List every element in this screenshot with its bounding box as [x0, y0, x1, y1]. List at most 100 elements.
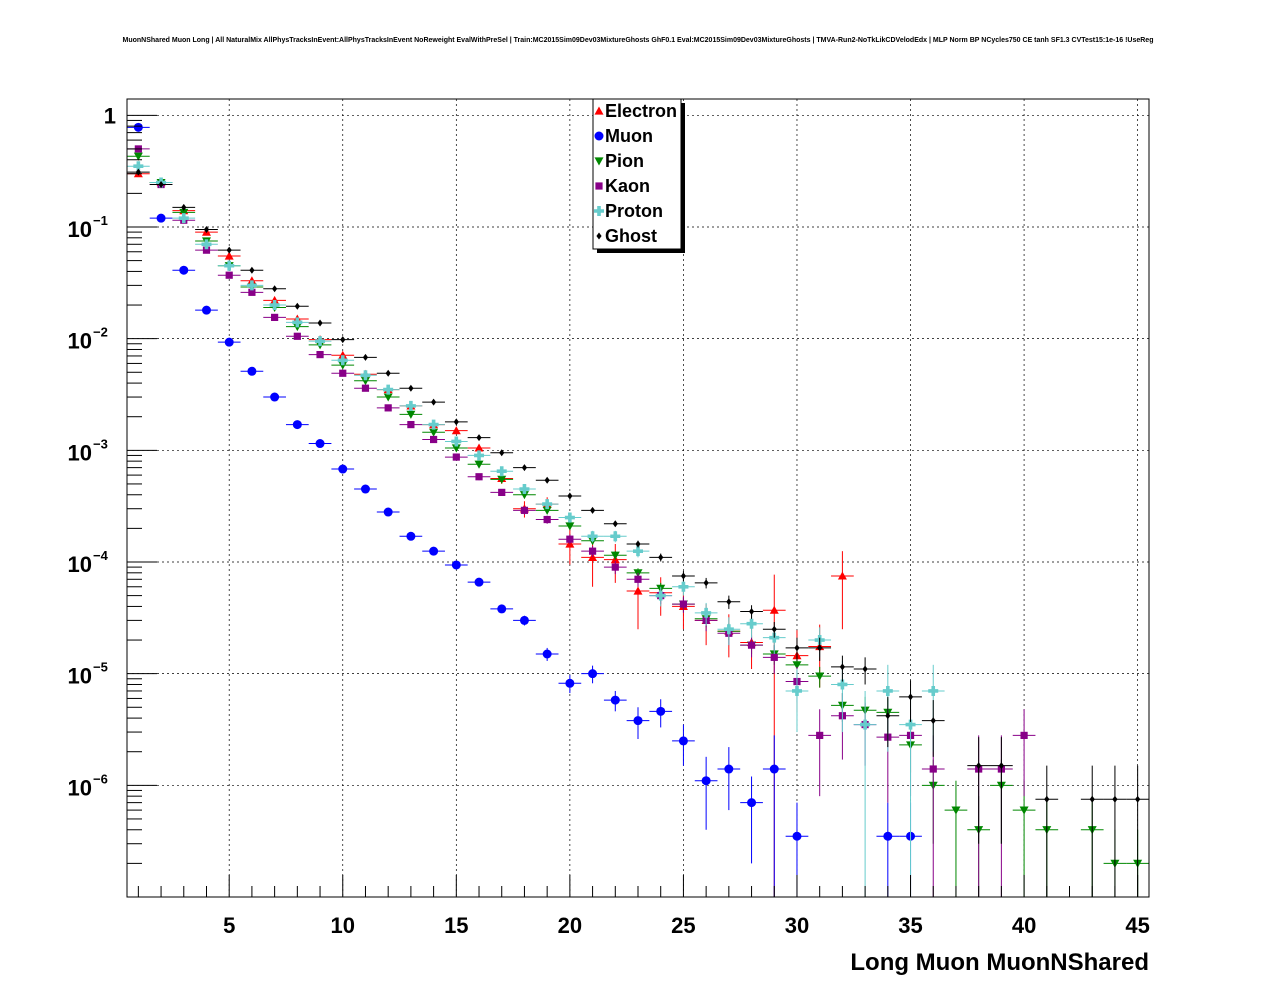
data-point: [133, 161, 144, 172]
x-axis-title: Long Muon MuonNShared: [850, 949, 1149, 976]
y-tick-label: 1: [104, 103, 116, 128]
data-point: [225, 271, 233, 279]
series-muon: [127, 122, 922, 897]
data-point: [815, 672, 825, 681]
data-point: [1135, 795, 1141, 803]
legend-label: Pion: [605, 151, 644, 171]
data-point: [655, 590, 666, 601]
x-tick-label: 15: [444, 913, 468, 938]
data-point: [497, 604, 507, 614]
data-point: [158, 181, 164, 189]
data-point: [474, 577, 484, 587]
data-point: [360, 484, 370, 494]
legend-marker: [594, 131, 604, 141]
data-point: [315, 336, 326, 347]
data-point: [748, 608, 755, 616]
data-point: [249, 266, 255, 274]
data-point: [248, 288, 256, 296]
data-point: [701, 607, 712, 618]
data-point: [519, 484, 530, 495]
data-point: [451, 560, 461, 570]
data-point: [179, 208, 189, 217]
y-tick-label-base: 10: [68, 775, 92, 800]
data-point: [724, 764, 734, 774]
data-point: [133, 122, 143, 132]
data-point: [201, 305, 211, 315]
data-point: [428, 419, 439, 430]
data-point: [202, 246, 211, 254]
data-point: [292, 317, 303, 328]
data-point: [431, 398, 437, 406]
legend-label: Ghost: [605, 226, 657, 246]
data-point: [769, 764, 779, 774]
data-point: [837, 571, 847, 580]
data-point: [794, 644, 800, 652]
data-point: [905, 719, 916, 730]
data-point: [181, 203, 187, 211]
legend-marker: [596, 232, 602, 240]
data-point: [293, 332, 301, 340]
data-point: [1089, 795, 1095, 803]
data-point: [451, 444, 461, 453]
data-point: [951, 806, 961, 815]
data-point: [565, 678, 575, 688]
data-point: [224, 251, 234, 260]
data-point: [520, 506, 529, 514]
data-point: [1044, 795, 1050, 803]
data-point: [1112, 795, 1118, 803]
data-point: [499, 449, 505, 457]
data-point: [521, 464, 528, 472]
data-point: [292, 420, 302, 430]
data-point: [726, 598, 732, 606]
data-point: [362, 353, 369, 361]
data-point: [316, 350, 324, 359]
y-tick-label-base: 10: [68, 664, 92, 689]
data-point: [246, 280, 257, 291]
data-point: [883, 831, 893, 841]
x-tick-label: 5: [223, 913, 235, 938]
data-point: [633, 716, 643, 726]
y-tick-label-base: 10: [68, 329, 92, 354]
data-point: [791, 685, 802, 696]
data-point: [497, 475, 507, 484]
data-point: [383, 507, 393, 517]
data-point: [179, 265, 189, 275]
data-point: [360, 377, 370, 386]
data-point: [634, 575, 642, 583]
data-point: [747, 798, 757, 808]
y-tick-label-exponent: −5: [93, 660, 108, 675]
data-point: [474, 460, 484, 469]
data-point: [680, 572, 687, 580]
legend-marker: [594, 206, 604, 216]
data-point: [930, 717, 936, 725]
legend-marker: [595, 182, 603, 190]
data-point: [178, 213, 189, 224]
data-point: [862, 665, 868, 673]
data-point: [701, 776, 711, 786]
data-point: [247, 276, 257, 285]
data-point: [610, 695, 620, 705]
data-point: [678, 736, 688, 746]
data-point: [383, 393, 393, 402]
y-tick-label-exponent: −6: [93, 771, 108, 786]
y-tick-label-base: 10: [68, 217, 92, 242]
x-tick-label: 25: [671, 913, 695, 938]
data-point: [771, 625, 777, 633]
data-point: [339, 369, 347, 377]
data-point: [566, 535, 574, 543]
data-point: [405, 400, 416, 411]
data-point: [746, 618, 757, 629]
data-point: [567, 492, 573, 500]
data-point: [360, 370, 371, 381]
data-point: [633, 546, 643, 557]
axes: 5 10 15 20 25 30 35 40 45110−110−210−310−410−510…: [68, 103, 1150, 938]
data-point: [270, 392, 280, 402]
legend-label: Electron: [605, 101, 677, 121]
data-point: [156, 213, 166, 223]
data-point: [224, 337, 234, 347]
y-tick-label-exponent: −2: [93, 325, 108, 340]
data-series: [127, 122, 1149, 897]
data-point: [294, 302, 300, 310]
data-point: [588, 669, 598, 679]
data-point: [769, 605, 779, 614]
